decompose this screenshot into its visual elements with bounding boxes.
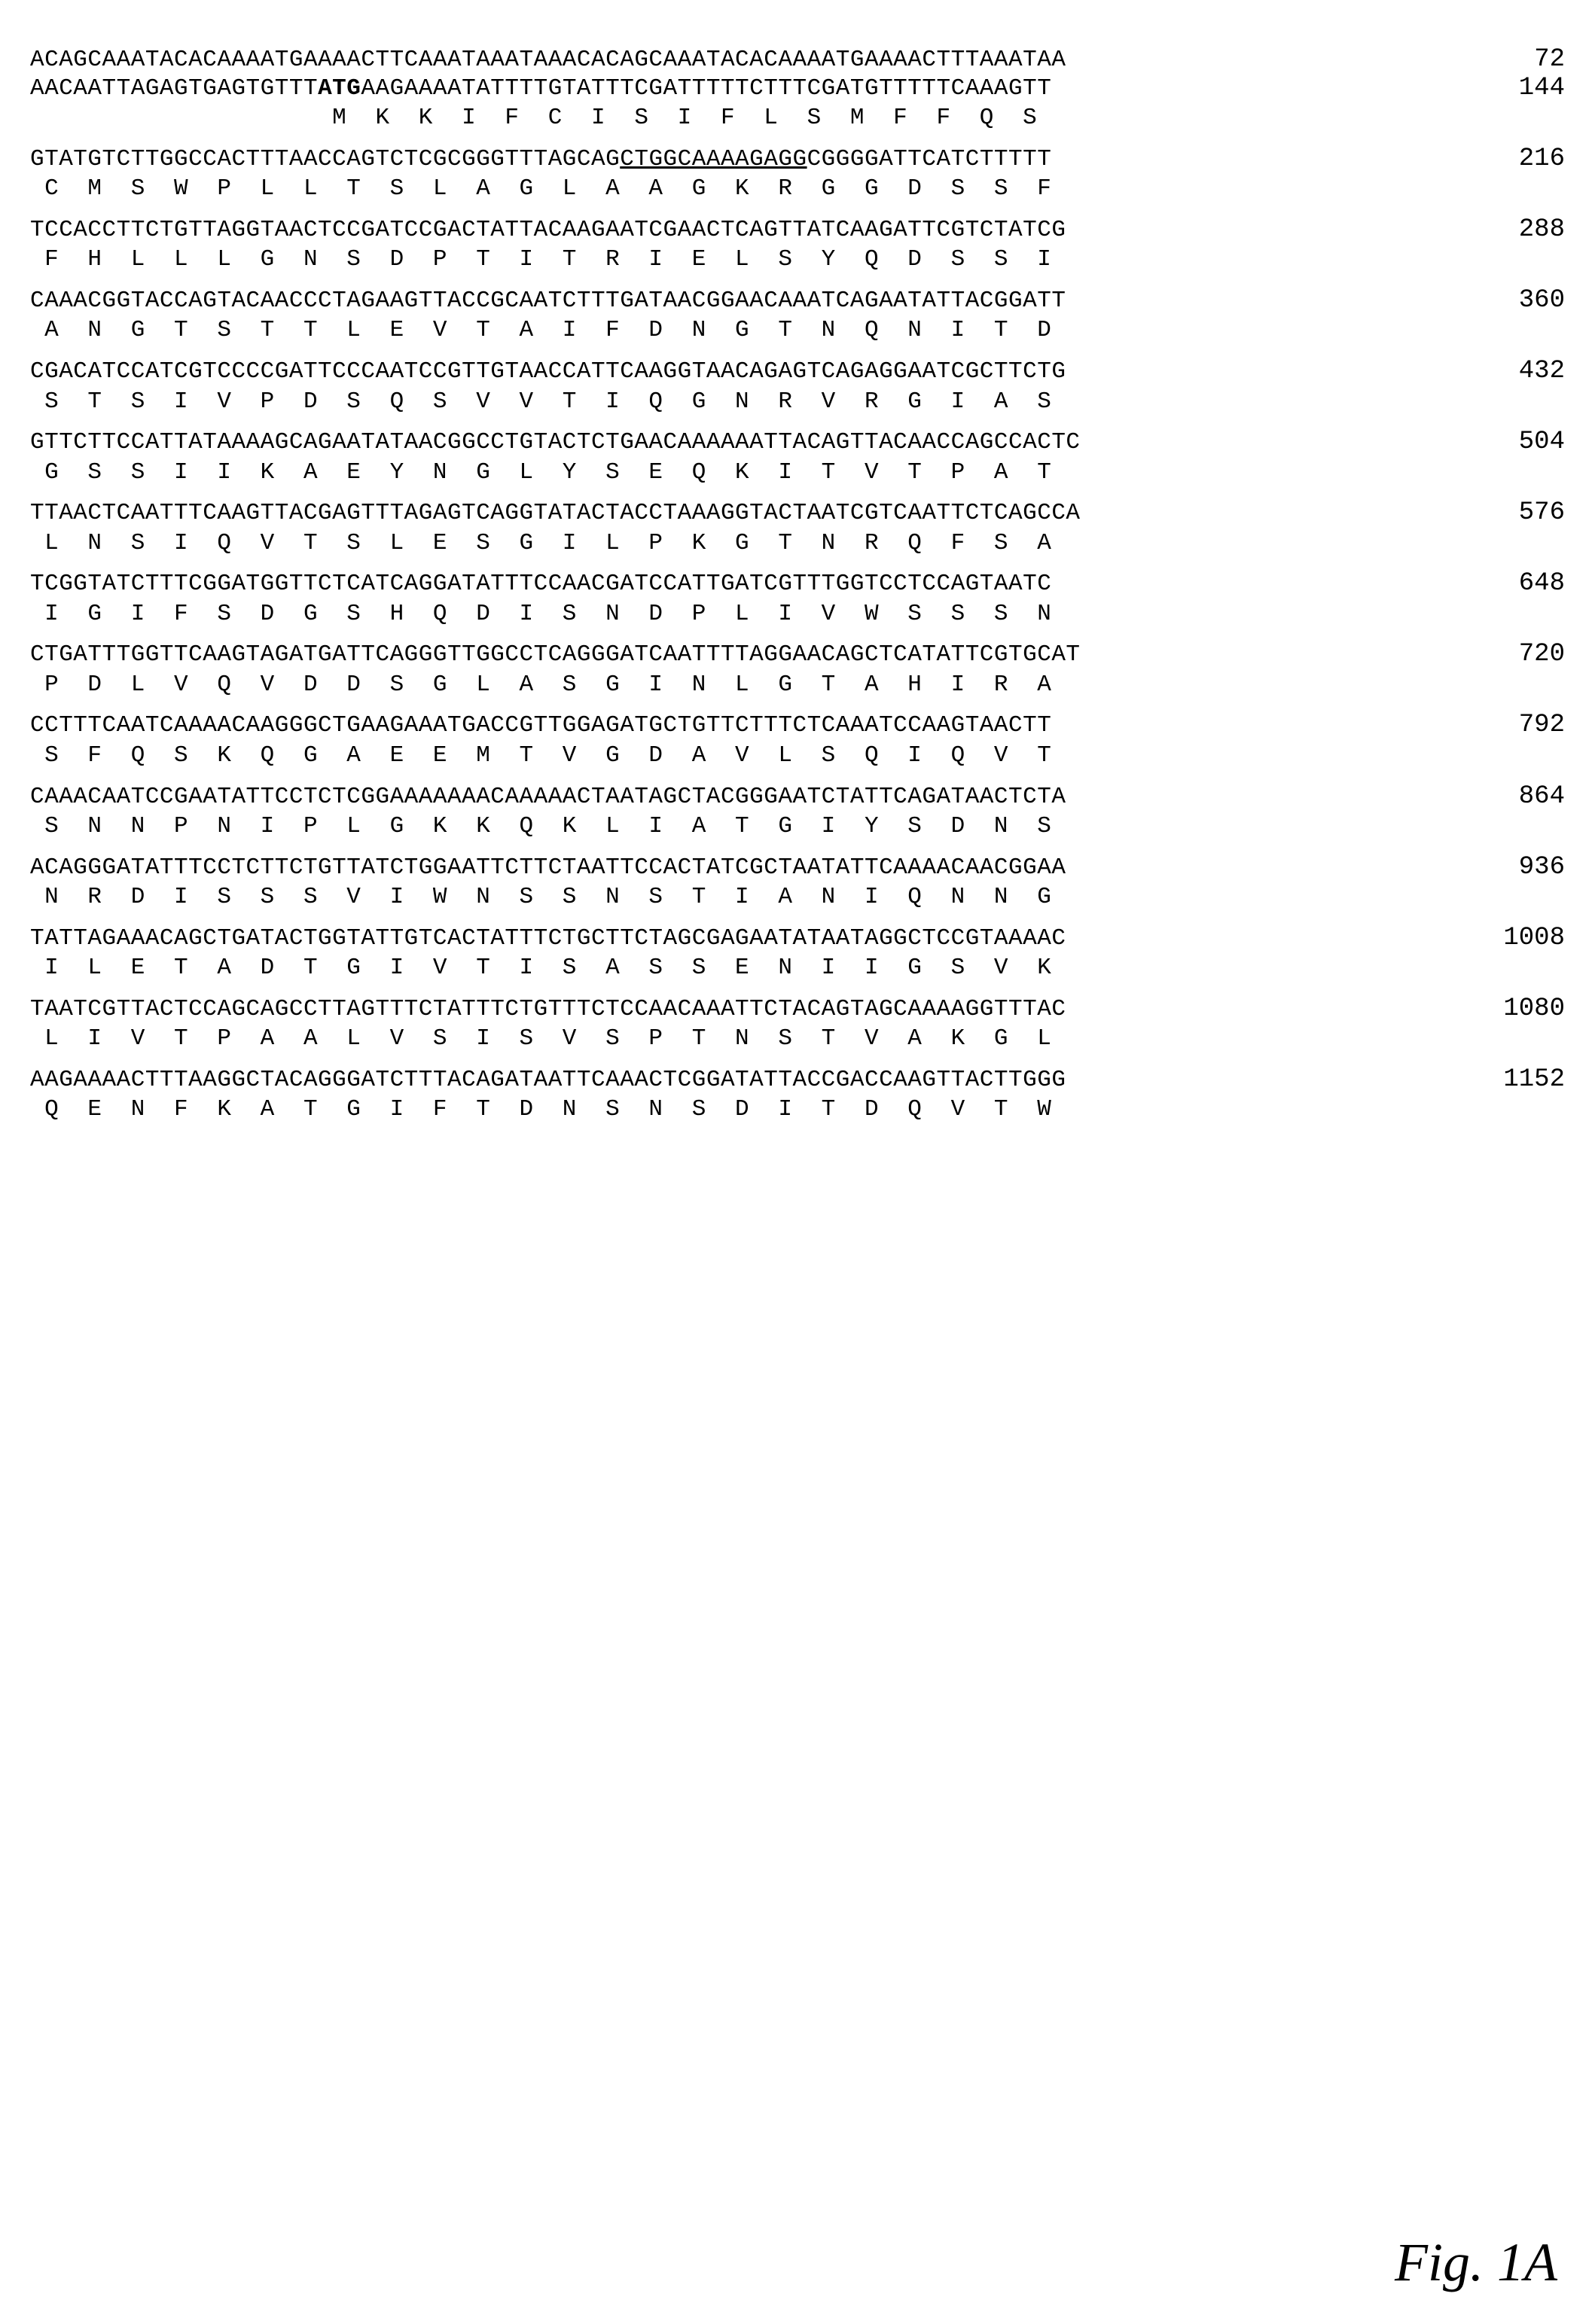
nucleotide-sequence: AACAATTAGAGTGAGTGTTTATGAAGAAAATATTTTGTAT… [30,75,1051,102]
nucleotide-sequence: GTTCTTCCATTATAAAAGCAGAATATAACGGCCTGTACTC… [30,428,1081,456]
nucleotide-sequence: TATTAGAAACAGCTGATACTGGTATTGTCACTATTTCTGC… [30,924,1066,952]
amino-acid-line: I L E T A D T G I V T I S A S S E N I I … [30,952,1565,984]
nucleotide-line: CCTTTCAATCAAAACAAGGGCTGAAGAAATGACCGTTGGA… [30,711,1565,739]
nucleotide-line: GTATGTCTTGGCCACTTTAACCAGTCTCGCGGGTTTAGCA… [30,145,1565,173]
nucleotide-line: GTTCTTCCATTATAAAAGCAGAATATAACGGCCTGTACTC… [30,428,1565,456]
sequence-block: ACAGCAAATACACAAAATGAAAACTTCAAATAAATAAACA… [30,45,1565,134]
nucleotide-sequence: TTAACTCAATTTCAAGTTACGAGTTTAGAGTCAGGTATAC… [30,499,1081,527]
sequence-block: GTTCTTCCATTATAAAAGCAGAATATAACGGCCTGTACTC… [30,428,1565,488]
position-number: 432 [1444,357,1565,385]
position-number: 576 [1444,498,1565,527]
nucleotide-line: TAATCGTTACTCCAGCAGCCTTAGTTTCTATTTCTGTTTC… [30,994,1565,1023]
position-number: 936 [1444,853,1565,882]
sequence-block: TAATCGTTACTCCAGCAGCCTTAGTTTCTATTTCTGTTTC… [30,994,1565,1055]
sequence-block: ACAGGGATATTTCCTCTTCTGTTATCTGGAATTCTTCTAA… [30,853,1565,913]
position-number: 720 [1444,640,1565,669]
sequence-block: TCCACCTTCTGTTAGGTAACTCCGATCCGACTATTACAAG… [30,215,1565,276]
nucleotide-line: AAGAAAACTTTAAGGCTACAGGGATCTTTACAGATAATTC… [30,1065,1565,1094]
nucleotide-sequence: TCGGTATCTTTCGGATGGTTCTCATCAGGATATTTCCAAC… [30,570,1051,598]
amino-acid-line: N R D I S S S V I W N S S N S T I A N I … [30,882,1565,913]
position-number: 792 [1444,711,1565,739]
position-number: 864 [1444,782,1565,811]
nucleotide-sequence: GTATGTCTTGGCCACTTTAACCAGTCTCGCGGGTTTAGCA… [30,145,1051,173]
amino-acid-line: L N S I Q V T S L E S G I L P K G T N R … [30,528,1565,559]
nucleotide-line: CAAACAATCCGAATATTCCTCTCGGAAAAAAACAAAAACT… [30,782,1565,811]
nucleotide-sequence: ACAGGGATATTTCCTCTTCTGTTATCTGGAATTCTTCTAA… [30,854,1066,882]
sequence-block: CAAACAATCCGAATATTCCTCTCGGAAAAAAACAAAAACT… [30,782,1565,842]
nucleotide-line: CTGATTTGGTTCAAGTAGATGATTCAGGGTTGGCCTCAGG… [30,640,1565,669]
position-number: 360 [1444,286,1565,315]
sequence-block: AAGAAAACTTTAAGGCTACAGGGATCTTTACAGATAATTC… [30,1065,1565,1125]
sequence-block: CGACATCCATCGTCCCCGATTCCCAATCCGTTGTAACCAT… [30,357,1565,417]
sequence-block: CCTTTCAATCAAAACAAGGGCTGAAGAAATGACCGTTGGA… [30,711,1565,771]
nucleotide-sequence: TAATCGTTACTCCAGCAGCCTTAGTTTCTATTTCTGTTTC… [30,995,1066,1023]
sequence-block: TCGGTATCTTTCGGATGGTTCTCATCAGGATATTTCCAAC… [30,569,1565,629]
position-number: 72 [1444,45,1565,74]
amino-acid-line: A N G T S T T L E V T A I F D N G T N Q … [30,315,1565,346]
position-number: 1008 [1444,924,1565,952]
nucleotide-line: AACAATTAGAGTGAGTGTTTATGAAGAAAATATTTTGTAT… [30,74,1565,102]
sequence-block: GTATGTCTTGGCCACTTTAACCAGTCTCGCGGGTTTAGCA… [30,145,1565,205]
position-number: 144 [1444,74,1565,102]
amino-acid-line: P D L V Q V D D S G L A S G I N L G T A … [30,669,1565,701]
amino-acid-line: L I V T P A A L V S I S V S P T N S T V … [30,1023,1565,1055]
nucleotide-sequence: AAGAAAACTTTAAGGCTACAGGGATCTTTACAGATAATTC… [30,1066,1066,1094]
amino-acid-line: F H L L L G N S D P T I T R I E L S Y Q … [30,244,1565,276]
nucleotide-line: TCCACCTTCTGTTAGGTAACTCCGATCCGACTATTACAAG… [30,215,1565,244]
position-number: 216 [1444,145,1565,173]
nucleotide-line: ACAGCAAATACACAAAATGAAAACTTCAAATAAATAAACA… [30,45,1565,74]
nucleotide-line: TCGGTATCTTTCGGATGGTTCTCATCAGGATATTTCCAAC… [30,569,1565,598]
position-number: 648 [1444,569,1565,598]
amino-acid-line: S N N P N I P L G K K Q K L I A T G I Y … [30,811,1565,842]
sequence-listing: ACAGCAAATACACAAAATGAAAACTTCAAATAAATAAACA… [30,45,1565,1125]
nucleotide-line: TTAACTCAATTTCAAGTTACGAGTTTAGAGTCAGGTATAC… [30,498,1565,527]
figure-label: Fig. 1A [1395,2231,1557,2294]
sequence-block: TTAACTCAATTTCAAGTTACGAGTTTAGAGTCAGGTATAC… [30,498,1565,559]
nucleotide-sequence: CGACATCCATCGTCCCCGATTCCCAATCCGTTGTAACCAT… [30,358,1066,385]
nucleotide-line: CGACATCCATCGTCCCCGATTCCCAATCCGTTGTAACCAT… [30,357,1565,385]
position-number: 288 [1444,215,1565,244]
nucleotide-line: CAAACGGTACCAGTACAACCCTAGAAGTTACCGCAATCTT… [30,286,1565,315]
nucleotide-sequence: TCCACCTTCTGTTAGGTAACTCCGATCCGACTATTACAAG… [30,216,1066,244]
nucleotide-line: ACAGGGATATTTCCTCTTCTGTTATCTGGAATTCTTCTAA… [30,853,1565,882]
amino-acid-line: I G I F S D G S H Q D I S N D P L I V W … [30,599,1565,630]
nucleotide-sequence: CAAACGGTACCAGTACAACCCTAGAAGTTACCGCAATCTT… [30,287,1066,315]
position-number: 1080 [1444,994,1565,1023]
position-number: 1152 [1444,1065,1565,1094]
sequence-block: TATTAGAAACAGCTGATACTGGTATTGTCACTATTTCTGC… [30,924,1565,984]
amino-acid-line: C M S W P L L T S L A G L A A G K R G G … [30,173,1565,205]
amino-acid-line: Q E N F K A T G I F T D N S N S D I T D … [30,1094,1565,1125]
nucleotide-sequence: CTGATTTGGTTCAAGTAGATGATTCAGGGTTGGCCTCAGG… [30,641,1081,669]
nucleotide-sequence: CAAACAATCCGAATATTCCTCTCGGAAAAAAACAAAAACT… [30,783,1066,811]
amino-acid-line: G S S I I K A E Y N G L Y S E Q K I T V … [30,457,1565,489]
nucleotide-sequence: CCTTTCAATCAAAACAAGGGCTGAAGAAATGACCGTTGGA… [30,711,1051,739]
amino-acid-line: S T S I V P D S Q S V V T I Q G N R V R … [30,386,1565,418]
amino-acid-line: M K K I F C I S I F L S M F F Q S [30,102,1565,134]
nucleotide-sequence: ACAGCAAATACACAAAATGAAAACTTCAAATAAATAAACA… [30,46,1066,74]
sequence-block: CTGATTTGGTTCAAGTAGATGATTCAGGGTTGGCCTCAGG… [30,640,1565,700]
amino-acid-line: S F Q S K Q G A E E M T V G D A V L S Q … [30,740,1565,772]
sequence-block: CAAACGGTACCAGTACAACCCTAGAAGTTACCGCAATCTT… [30,286,1565,346]
position-number: 504 [1444,428,1565,456]
nucleotide-line: TATTAGAAACAGCTGATACTGGTATTGTCACTATTTCTGC… [30,924,1565,952]
